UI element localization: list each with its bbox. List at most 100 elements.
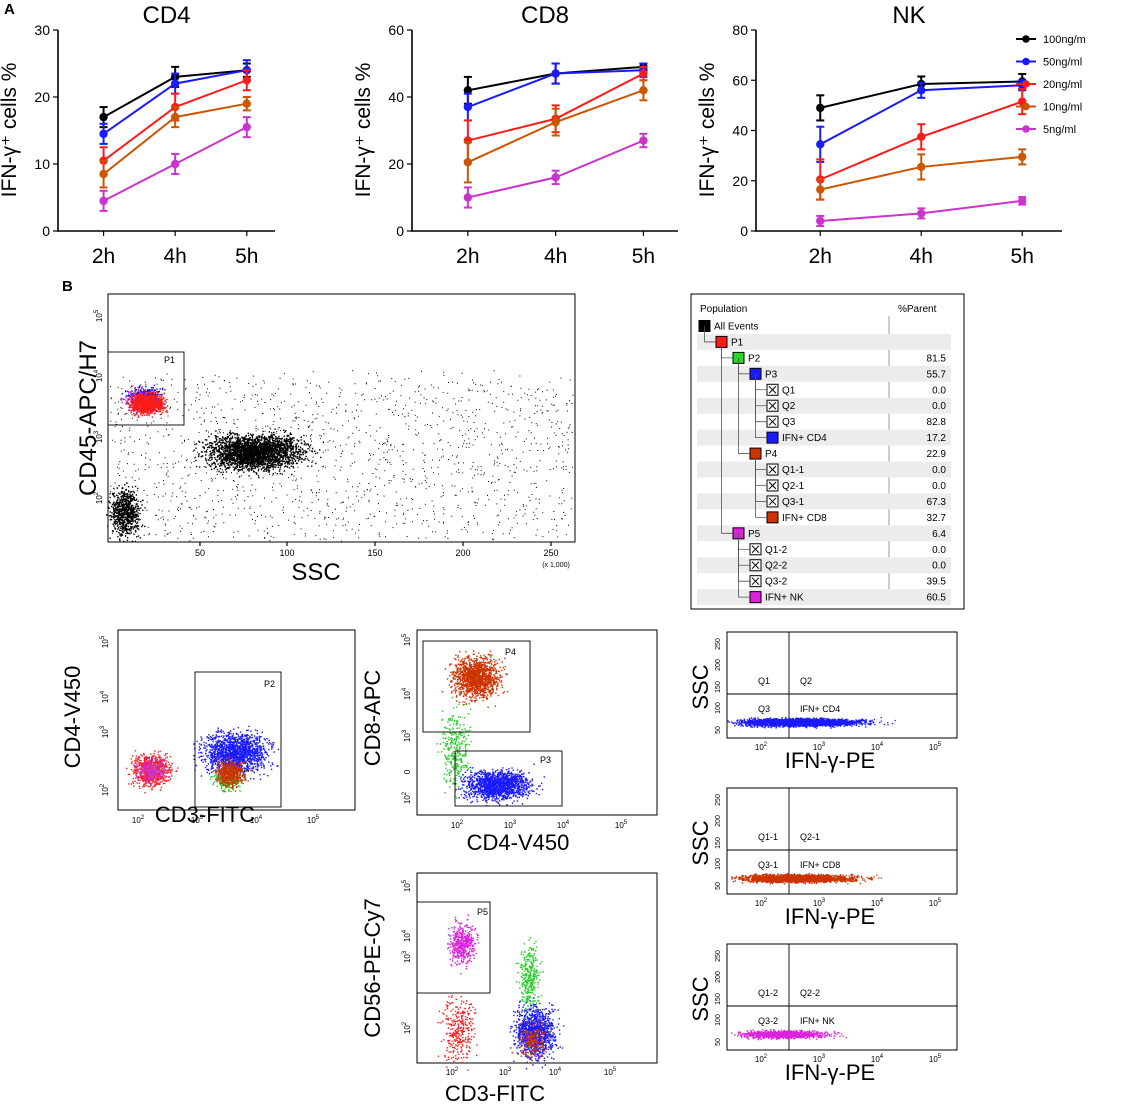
y-tick-label: 150: [715, 993, 722, 1005]
data-point: [99, 169, 108, 179]
plot-frame: [726, 631, 958, 739]
population-percent: 17.2: [927, 433, 947, 444]
population-name: P2: [748, 353, 761, 364]
line-chart-cd4: CD4 0 10 20 30 2h 4h 5h IFN-γ⁺ cells %: [0, 2, 275, 268]
log-tick-label: 103: [499, 1067, 512, 1077]
checkbox-x: [768, 401, 777, 410]
data-point: [99, 196, 108, 206]
y-axis-label: CD45-APC/H7: [75, 340, 102, 496]
y-tick-label: 0: [396, 223, 404, 239]
population-name: P1: [731, 337, 744, 348]
population-name: Q2-2: [765, 561, 788, 572]
x-unit-label: (x 1,000): [542, 562, 570, 569]
y-tick-label: 200: [715, 659, 722, 671]
population-name: P3: [765, 369, 778, 380]
log-tick-label: 102: [451, 820, 464, 830]
row-stripe: [697, 365, 951, 382]
table-row: P1: [697, 333, 951, 350]
tree-connector: [704, 325, 716, 343]
tree-connector: [721, 341, 733, 534]
quadrant-label: IFN+ CD8: [800, 860, 840, 870]
log-tick-label: 105: [402, 633, 412, 646]
legend-label: 10ng/ml: [1043, 102, 1082, 114]
y-axis-label: IFN-γ⁺ cells %: [696, 63, 719, 198]
population-percent: 67.3: [927, 497, 947, 508]
log-tick-label: 104: [557, 820, 570, 830]
table-row: Q3-2 39.5: [749, 575, 947, 588]
lymphocyte-cluster: [193, 426, 325, 479]
x-axis-label: SSC: [291, 559, 340, 586]
y-tick-label: 30: [34, 22, 50, 38]
tree-connector: [755, 453, 767, 518]
population-color-swatch: [766, 431, 779, 444]
magenta-events: [133, 752, 173, 786]
tree-connector: [738, 533, 750, 598]
x-axis-label: IFN-γ-PE: [785, 904, 875, 929]
data-point: [1018, 196, 1027, 206]
checkbox-x: [768, 417, 777, 426]
cd3-cd4-plot: CD3-FITC CD4-V450 102 103 104 105 102 103 104 105…: [60, 629, 356, 827]
data-point: [242, 122, 251, 132]
y-tick-label: 100: [715, 702, 722, 714]
log-tick-label: 103: [402, 950, 412, 963]
nk-events: [446, 914, 480, 975]
row-stripe: [697, 429, 951, 446]
gate-label: P1: [164, 355, 175, 365]
gate-label: P4: [505, 647, 516, 657]
y-tick-label: 20: [732, 173, 748, 189]
y-tick-label: 50: [715, 726, 722, 734]
data-point: [917, 209, 926, 218]
y-axis-label: SSC: [688, 664, 713, 709]
x-tick-label: 250: [543, 548, 558, 558]
table-row: Q3-1 67.3: [697, 493, 951, 510]
x-tick-label: 50: [195, 548, 205, 558]
plot-frame: [726, 943, 958, 1051]
ifn-plot-cd8: IFN-γ-PE SSC Q1-1 Q2-1 Q3-1 IFN+ CD8 102 103 104…: [688, 787, 958, 929]
y-tick-label: 200: [715, 971, 722, 983]
data-point: [639, 69, 648, 78]
x-axis-label: IFN-γ-PE: [785, 748, 875, 773]
y-axis-label: CD8-APC: [360, 670, 385, 767]
log-tick-label: 105: [94, 309, 104, 322]
population-color-swatch: [766, 511, 779, 524]
x-axis-label: CD3-FITC: [445, 1081, 545, 1104]
log-tick-label: 105: [929, 742, 942, 752]
panel-label-a: A: [4, 1, 15, 18]
x-tick-label: 200: [455, 548, 470, 558]
population-name: Q3: [782, 417, 796, 428]
row-stripe: [697, 397, 951, 414]
y-tick-label: 250: [715, 794, 722, 806]
gate-p4: [422, 640, 531, 733]
y-tick-zero: 0: [403, 769, 412, 774]
chart-title: CD8: [521, 2, 569, 29]
population-percent: 22.9: [927, 449, 947, 460]
log-tick-label: 105: [615, 820, 628, 830]
tree-connector: [738, 357, 750, 454]
data-point: [551, 69, 560, 78]
checkbox-x: [768, 481, 777, 490]
data-point: [551, 173, 560, 182]
row-stripe: [697, 525, 951, 542]
ifn-plot-nk: IFN-γ-PE SSC Q1-2 Q2-2 Q3-2 IFN+ NK 102 103 104 1…: [688, 943, 958, 1085]
data-point: [917, 86, 926, 95]
x-tick-label: 2h: [809, 245, 832, 268]
y-tick-label: 60: [732, 72, 748, 88]
x-tick-label: 2h: [456, 245, 479, 268]
y-axis-label: IFN-γ⁺ cells %: [352, 63, 375, 198]
population-name: Q2-1: [782, 481, 805, 492]
log-tick-label: 104: [871, 1054, 884, 1064]
checkbox-x: [751, 561, 760, 570]
plot-frame: [726, 787, 958, 895]
population-percent: 39.5: [927, 577, 947, 588]
legend-marker: [1022, 80, 1030, 88]
events-tail: [766, 1030, 847, 1040]
checkbox-x: [768, 465, 777, 474]
log-tick-label: 102: [94, 491, 104, 504]
red-events: [126, 389, 169, 419]
y-tick-label: 150: [715, 837, 722, 849]
data-point: [816, 140, 825, 149]
row-stripe: [697, 493, 951, 510]
data-point: [170, 159, 180, 169]
y-tick-label: 100: [715, 858, 722, 870]
table-row: All Events: [698, 319, 758, 332]
